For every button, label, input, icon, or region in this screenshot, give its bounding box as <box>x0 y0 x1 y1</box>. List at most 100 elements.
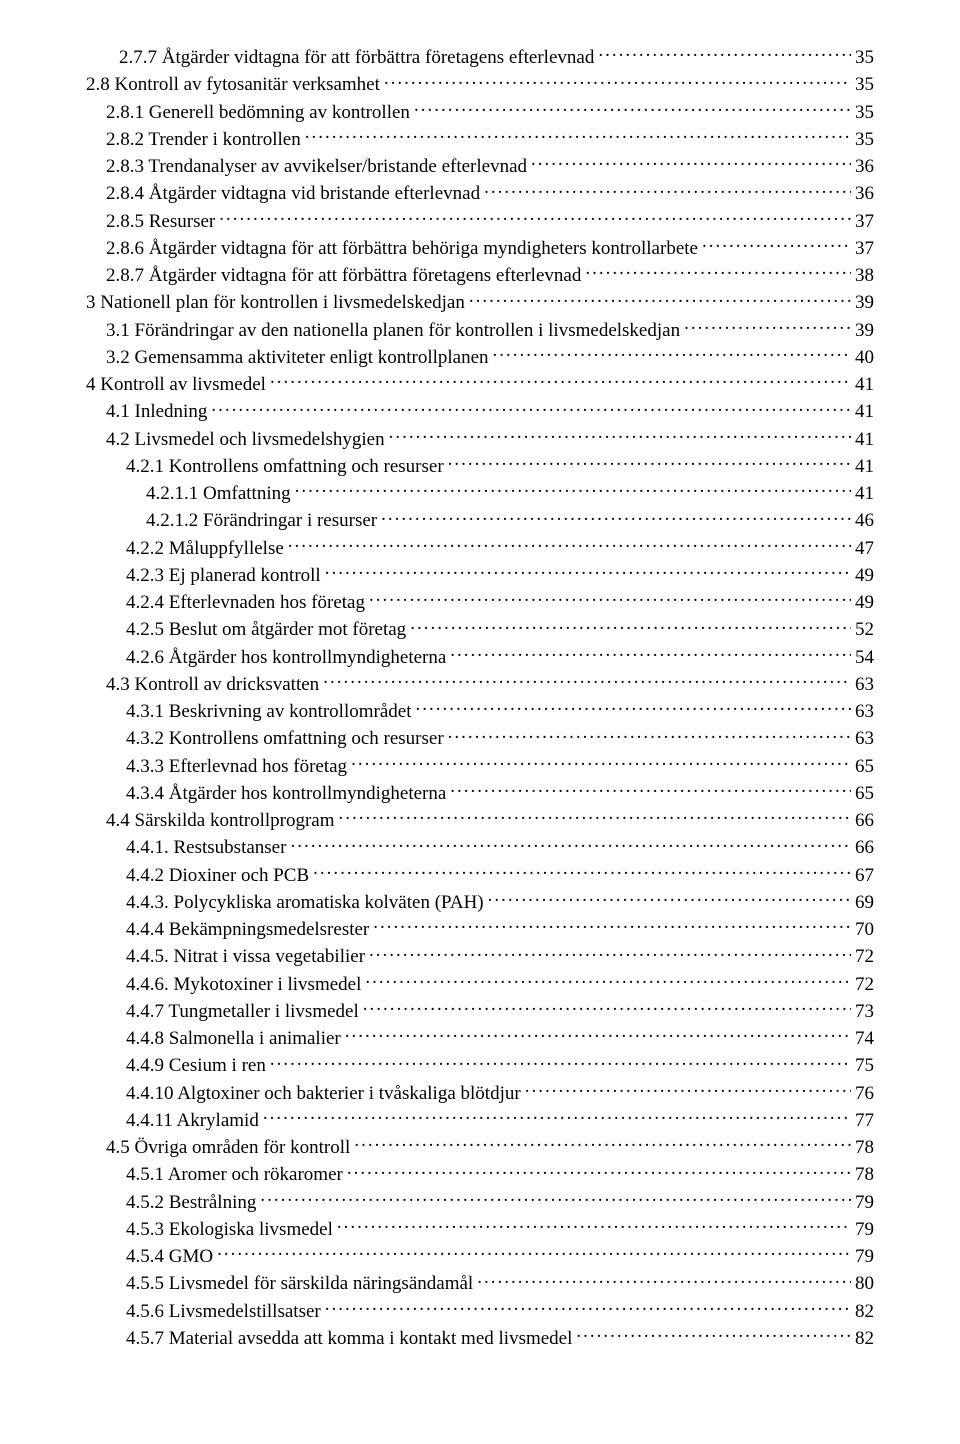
toc-entry-label: 2.8.3 Trendanalyser av avvikelser/brista… <box>106 155 527 179</box>
toc-entry-page: 54 <box>855 646 874 670</box>
toc-leader-dots <box>585 262 851 281</box>
toc-entry: 4.2.1.1 Omfattning41 <box>86 480 874 506</box>
toc-entry-page: 79 <box>855 1191 874 1215</box>
toc-leader-dots <box>305 126 851 145</box>
toc-leader-dots <box>270 371 851 390</box>
toc-entry-label: 4.2.5 Beslut om åtgärder mot företag <box>126 618 406 642</box>
toc-entry-label: 4.5.4 GMO <box>126 1245 213 1269</box>
toc-leader-dots <box>347 1161 851 1180</box>
toc-leader-dots <box>389 426 851 445</box>
toc-leader-dots <box>288 535 851 554</box>
toc-entry-page: 72 <box>855 945 874 969</box>
toc-entry-page: 52 <box>855 618 874 642</box>
toc-entry-label: 4.2.1 Kontrollens omfattning och resurse… <box>126 455 444 479</box>
toc-entry-label: 4.4.1. Restsubstanser <box>126 836 286 860</box>
toc-leader-dots <box>684 317 851 336</box>
toc-leader-dots <box>469 289 851 308</box>
toc-entry: 4.2.2 Måluppfyllelse 47 <box>86 535 874 561</box>
toc-entry-label: 4.2.1.2 Förändringar i resurser <box>146 509 377 533</box>
toc-entry: 4.2.5 Beslut om åtgärder mot företag 52 <box>86 616 874 642</box>
toc-entry-label: 4.4.5. Nitrat i vissa vegetabilier <box>126 945 365 969</box>
toc-entry: 4.4.3. Polycykliska aromatiska kolväten … <box>86 889 874 915</box>
toc-entry-page: 41 <box>855 428 874 452</box>
toc-leader-dots <box>414 99 851 118</box>
toc-entry-page: 36 <box>855 182 874 206</box>
toc-entry-label: 4 Kontroll av livsmedel <box>86 373 266 397</box>
toc-leader-dots <box>493 344 851 363</box>
toc-entry-page: 82 <box>855 1300 874 1324</box>
toc-entry-page: 38 <box>855 264 874 288</box>
toc-entry: 3.2 Gemensamma aktiviteter enligt kontro… <box>86 344 874 370</box>
toc-leader-dots <box>702 235 851 254</box>
toc-entry-page: 69 <box>855 891 874 915</box>
toc-leader-dots <box>325 562 851 581</box>
toc-entry-page: 39 <box>855 319 874 343</box>
toc-entry-page: 35 <box>855 128 874 152</box>
toc-entry: 4.4.5. Nitrat i vissa vegetabilier 72 <box>86 943 874 969</box>
toc-entry: 4.4 Särskilda kontrollprogram66 <box>86 807 874 833</box>
toc-entry-page: 39 <box>855 291 874 315</box>
toc-entry: 2.8.5 Resurser37 <box>86 208 874 234</box>
toc-leader-dots <box>345 1025 851 1044</box>
toc-entry-page: 37 <box>855 237 874 261</box>
toc-leader-dots <box>219 208 851 227</box>
toc-entry: 4.4.10 Algtoxiner och bakterier i tvåska… <box>86 1080 874 1106</box>
toc-leader-dots <box>325 1298 851 1317</box>
toc-entry: 2.8.2 Trender i kontrollen35 <box>86 126 874 152</box>
toc-entry: 4.2.3 Ej planerad kontroll49 <box>86 562 874 588</box>
toc-entry: 2.8.1 Generell bedömning av kontrollen35 <box>86 99 874 125</box>
toc-entry-label: 2.8 Kontroll av fytosanitär verksamhet <box>86 73 380 97</box>
toc-entry-label: 4.4.2 Dioxiner och PCB <box>126 864 309 888</box>
toc-entry-label: 4.5.1 Aromer och rökaromer <box>126 1163 343 1187</box>
toc-leader-dots <box>415 698 851 717</box>
toc-entry-label: 2.8.4 Åtgärder vidtagna vid bristande ef… <box>106 182 480 206</box>
toc-leader-dots <box>290 834 851 853</box>
toc-entry-label: 4.4.8 Salmonella i animalier <box>126 1027 341 1051</box>
toc-entry: 4.5.4 GMO79 <box>86 1243 874 1269</box>
toc-leader-dots <box>295 480 851 499</box>
toc-entry-label: 4.5.3 Ekologiska livsmedel <box>126 1218 333 1242</box>
toc-leader-dots <box>323 671 851 690</box>
toc-entry: 4.5.5 Livsmedel för särskilda näringsänd… <box>86 1270 874 1296</box>
toc-leader-dots <box>450 644 851 663</box>
toc-entry: 4.4.7 Tungmetaller i livsmedel73 <box>86 998 874 1024</box>
toc-leader-dots <box>531 153 851 172</box>
toc-entry-label: 3 Nationell plan för kontrollen i livsme… <box>86 291 465 315</box>
toc-entry-page: 37 <box>855 210 874 234</box>
toc-leader-dots <box>369 943 851 962</box>
toc-entry: 4.5.2 Bestrålning 79 <box>86 1189 874 1215</box>
toc-entry-page: 41 <box>855 455 874 479</box>
toc-entry-label: 4.1 Inledning <box>106 400 207 424</box>
toc-entry-page: 72 <box>855 973 874 997</box>
toc-entry-page: 65 <box>855 782 874 806</box>
toc-page: 2.7.7 Åtgärder vidtagna för att förbättr… <box>0 0 960 1412</box>
toc-entry: 4.2.4 Efterlevnaden hos företag49 <box>86 589 874 615</box>
toc-entry-label: 4.5.5 Livsmedel för särskilda näringsänd… <box>126 1272 473 1296</box>
toc-entry: 4.2.1 Kontrollens omfattning och resurse… <box>86 453 874 479</box>
toc-leader-dots <box>354 1134 851 1153</box>
toc-entry-label: 4.4.6. Mykotoxiner i livsmedel <box>126 973 361 997</box>
toc-entry-page: 66 <box>855 836 874 860</box>
toc-entry: 4.2.1.2 Förändringar i resurser 46 <box>86 507 874 533</box>
toc-entry: 4.2 Livsmedel och livsmedelshygien41 <box>86 426 874 452</box>
toc-entry-page: 41 <box>855 373 874 397</box>
toc-entry-label: 4.2.2 Måluppfyllelse <box>126 537 284 561</box>
toc-entry: 2.8.6 Åtgärder vidtagna för att förbättr… <box>86 235 874 261</box>
toc-entry: 4.4.6. Mykotoxiner i livsmedel 72 <box>86 971 874 997</box>
toc-entry-page: 46 <box>855 509 874 533</box>
toc-entry-label: 2.8.7 Åtgärder vidtagna för att förbättr… <box>106 264 581 288</box>
toc-entry-label: 4.2.4 Efterlevnaden hos företag <box>126 591 365 615</box>
toc-leader-dots <box>448 725 851 744</box>
toc-entry-page: 63 <box>855 673 874 697</box>
toc-entry-label: 4.5.7 Material avsedda att komma i konta… <box>126 1327 572 1351</box>
toc-entry-label: 4.5.2 Bestrålning <box>126 1191 256 1215</box>
toc-entry-page: 47 <box>855 537 874 561</box>
toc-entry-page: 70 <box>855 918 874 942</box>
toc-leader-dots <box>363 998 851 1017</box>
toc-leader-dots <box>448 453 851 472</box>
toc-entry-page: 78 <box>855 1163 874 1187</box>
toc-leader-dots <box>525 1080 851 1099</box>
toc-entry: 3 Nationell plan för kontrollen i livsme… <box>86 289 874 315</box>
toc-leader-dots <box>339 807 852 826</box>
toc-entry-label: 4.3.2 Kontrollens omfattning och resurse… <box>126 727 444 751</box>
